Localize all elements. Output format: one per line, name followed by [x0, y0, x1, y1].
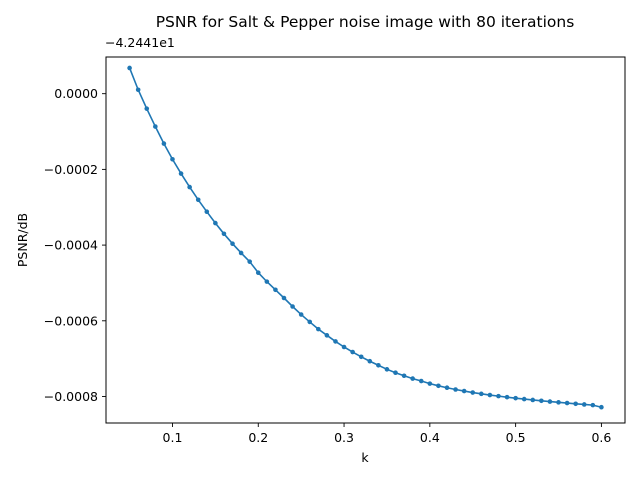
data-point: [178, 171, 184, 176]
data-point: [298, 312, 304, 317]
plot-area: [105, 56, 626, 424]
data-point: [367, 358, 373, 364]
x-axis-label: k: [361, 450, 369, 465]
y-tick-label: −0.0004: [44, 238, 98, 253]
data-point: [470, 390, 476, 395]
data-point: [281, 295, 287, 301]
data-point: [307, 319, 313, 325]
data-point: [410, 376, 415, 381]
data-point: [187, 184, 192, 190]
data-point: [487, 392, 493, 398]
data-point: [195, 197, 201, 203]
y-tick-label: −0.0002: [44, 162, 98, 177]
x-tick-label: 0.5: [506, 430, 526, 445]
data-point: [393, 370, 398, 376]
data-point: [333, 339, 338, 344]
data-point: [341, 344, 347, 350]
data-point: [273, 287, 278, 293]
data-point: [513, 395, 518, 401]
data-point: [539, 398, 544, 404]
data-point: [479, 391, 484, 397]
data-point: [599, 404, 604, 410]
y-offset-label: −4.2441e1: [105, 35, 175, 50]
y-axis-label: PSNR/dB: [15, 213, 30, 267]
data-point: [504, 394, 510, 400]
data-point: [427, 381, 433, 386]
data-point: [418, 378, 424, 384]
data-point: [290, 304, 295, 309]
x-tick-label: 0.3: [334, 430, 354, 445]
data-point: [581, 402, 587, 407]
data-point: [376, 362, 381, 368]
series-points: [127, 65, 604, 410]
data-point: [135, 87, 141, 93]
data-point: [401, 373, 407, 379]
data-point: [255, 270, 261, 275]
data-point: [153, 124, 158, 129]
data-point: [436, 383, 441, 389]
data-point: [556, 400, 561, 405]
data-point: [573, 401, 578, 407]
y-tick-label: −0.0008: [44, 389, 98, 404]
data-point: [358, 354, 364, 360]
data-point: [324, 333, 330, 338]
data-point: [144, 106, 150, 111]
data-point: [238, 250, 244, 256]
x-tick-label: 0.1: [163, 430, 183, 445]
y-tick-label: −0.0006: [44, 313, 98, 328]
data-point: [170, 156, 175, 162]
data-point: [547, 399, 553, 404]
data-point: [204, 209, 210, 214]
data-point: [350, 349, 355, 355]
data-point: [530, 397, 536, 403]
y-tick-label: 0.0000: [54, 86, 98, 101]
data-point: [221, 231, 227, 237]
y-axis-ticks: 0.0000 −0.0002 −0.0004 −0.0006 −0.0008: [44, 86, 106, 404]
chart-title: PSNR for Salt & Pepper noise image with …: [156, 13, 575, 31]
data-point: [384, 367, 390, 372]
x-tick-label: 0.6: [591, 430, 611, 445]
data-point: [230, 241, 235, 246]
data-point: [213, 220, 218, 226]
data-point: [444, 385, 450, 391]
data-point: [461, 388, 467, 394]
data-point: [564, 400, 570, 406]
data-point: [127, 65, 132, 71]
data-point: [453, 387, 458, 392]
x-axis-ticks: 0.1 0.2 0.3 0.4 0.5 0.6: [163, 423, 611, 445]
data-point: [264, 279, 270, 284]
data-point: [316, 326, 321, 332]
data-point: [161, 141, 167, 146]
x-tick-label: 0.2: [248, 430, 268, 445]
data-point: [590, 402, 596, 408]
data-point: [247, 259, 252, 264]
data-point: [496, 393, 501, 399]
data-point: [521, 396, 527, 402]
x-tick-label: 0.4: [420, 430, 440, 445]
